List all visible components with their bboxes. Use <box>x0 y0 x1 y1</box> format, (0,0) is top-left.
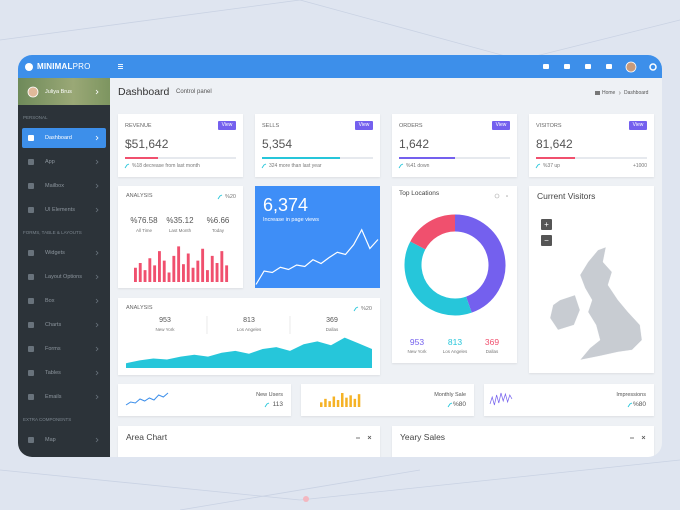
metric-label: All Time <box>135 228 152 234</box>
breadcrumb-separator <box>618 91 621 95</box>
bottom-card <box>118 426 380 457</box>
mini-label: Monthly Sale <box>434 391 466 398</box>
change-value: %20 <box>360 305 372 312</box>
city-value: 369 <box>326 316 338 324</box>
sidebar-item[interactable]: Forms <box>45 345 61 352</box>
city-label: Dallas <box>485 349 499 355</box>
page-views-value: 6,374 <box>263 195 309 216</box>
current-visitors-card <box>529 186 654 373</box>
stat-note: %37 up <box>543 163 560 169</box>
view-button[interactable]: View <box>629 121 647 130</box>
view-button[interactable]: View <box>355 121 373 130</box>
stat-note: %41 down <box>406 163 430 169</box>
mini-card <box>484 384 654 416</box>
card-title: Area Chart <box>126 431 168 442</box>
sidebar-item[interactable]: UI Elements <box>45 206 75 213</box>
sidebar-item-active <box>22 128 106 148</box>
metric-value: %35.12 <box>166 216 194 226</box>
card-title: Current Visitors <box>537 190 596 201</box>
stat-label: ORDERS <box>399 122 423 129</box>
analysis-wide-card <box>118 298 380 375</box>
progress-track <box>536 157 647 159</box>
metric-value: %76.58 <box>130 216 158 226</box>
city-value: 953 <box>409 336 425 347</box>
change-value: %20 <box>224 193 236 200</box>
card-title: ANALYSIS <box>126 304 153 311</box>
topbar <box>18 55 662 78</box>
analysis-card <box>118 186 243 288</box>
progress-fill <box>399 157 455 159</box>
sidebar-section-title: PERSONAL <box>23 115 48 121</box>
mini-label: Impressions <box>616 391 646 398</box>
progress-track <box>125 157 236 159</box>
mini-value: %80 <box>632 401 646 409</box>
card-title: Yeary Sales <box>400 431 446 442</box>
sidebar-item[interactable]: Dashboard <box>45 134 72 141</box>
stat-value: 5,354 <box>262 136 293 151</box>
metric-label: Today <box>211 228 224 234</box>
sidebar-section-title: EXTRA COMPONENTS <box>23 417 72 423</box>
zoom-button[interactable]: + <box>541 219 552 230</box>
mini-card <box>301 384 474 416</box>
sidebar-item[interactable]: Map <box>45 436 56 443</box>
sidebar-item[interactable]: Emails <box>45 393 62 400</box>
page-subtitle: Control panel <box>176 89 212 96</box>
progress-fill <box>125 157 159 159</box>
sidebar-item[interactable]: Tables <box>45 369 61 376</box>
sidebar-item[interactable]: Layout Options <box>45 273 82 280</box>
progress-fill <box>536 157 575 159</box>
city-value: 813 <box>243 316 255 324</box>
city-label: New York <box>407 349 427 355</box>
window: MINIMALPRO Juliya Brus PERSONAL Dashboard Ap… <box>18 55 662 457</box>
stat-label: REVENUE <box>125 122 152 129</box>
mini-value: 113 <box>272 401 283 409</box>
stat-note: %18 decrease from last month <box>132 163 200 169</box>
mini-value: %80 <box>452 401 466 409</box>
page-title: Dashboard <box>118 85 170 98</box>
sidebar-item[interactable]: Charts <box>45 321 62 328</box>
breadcrumb-item: Home <box>602 90 616 96</box>
view-button[interactable]: View <box>218 121 236 130</box>
city-value: 369 <box>484 336 500 347</box>
sidebar-item[interactable]: Widgets <box>45 249 65 256</box>
brand: MINIMALPRO <box>37 62 91 71</box>
stat-label: VISITORS <box>536 122 562 129</box>
home-icon <box>595 91 600 95</box>
progress-track <box>399 157 510 159</box>
city-label: Los Angeles <box>442 349 468 355</box>
sidebar-item[interactable]: Box <box>45 297 55 304</box>
bottom-card <box>392 426 654 457</box>
mini-label: New Users <box>256 391 283 398</box>
breadcrumb-item: Dashboard <box>624 90 649 96</box>
mini-card <box>118 384 291 416</box>
stat-note-right: +1000 <box>632 163 647 169</box>
page-views-label: Increase in page views <box>263 216 319 223</box>
sidebar-section-title: FORMS, TABLE & LAYOUTS <box>23 230 82 236</box>
card-title: Top Locations <box>399 190 440 198</box>
stat-value: $51,642 <box>125 136 169 151</box>
metric-label: Last Month <box>168 228 192 234</box>
progress-fill <box>262 157 340 159</box>
sidebar-item[interactable]: Mailbox <box>45 182 64 189</box>
stat-value: 81,642 <box>536 136 573 151</box>
stat-note: 324 more than last year <box>269 163 322 169</box>
stat-value: 1,642 <box>399 136 430 151</box>
view-button[interactable]: View <box>492 121 510 130</box>
brand-light: PRO <box>72 62 91 71</box>
sidebar-item[interactable]: App <box>45 158 55 165</box>
metric-value: %6.66 <box>206 216 230 226</box>
zoom-button[interactable]: − <box>541 235 552 246</box>
user-name: Juliya Brus <box>45 88 72 95</box>
stat-label: SELLS <box>262 122 280 129</box>
city-label: New York <box>155 327 175 333</box>
city-value: 953 <box>159 316 171 324</box>
city-label: Los Angeles <box>236 327 262 333</box>
city-value: 813 <box>447 336 463 347</box>
city-label: Dallas <box>325 327 339 333</box>
card-title: ANALYSIS <box>126 192 153 199</box>
